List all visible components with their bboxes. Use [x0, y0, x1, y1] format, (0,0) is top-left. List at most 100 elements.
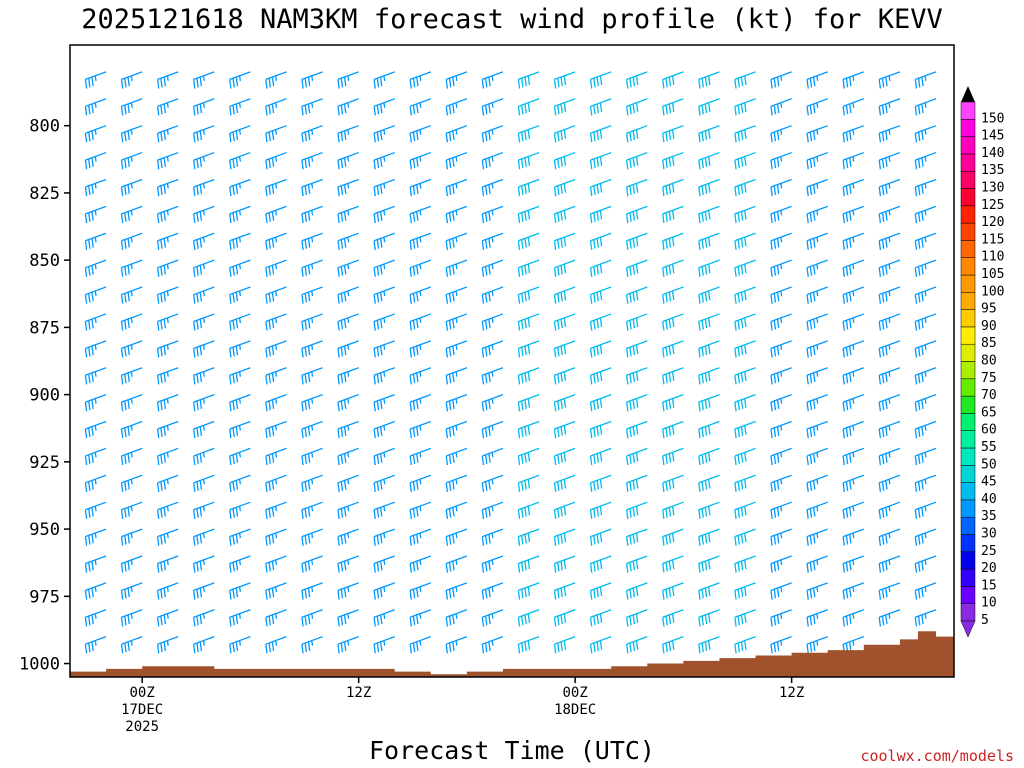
wind-barb — [842, 394, 865, 412]
wind-barb — [770, 205, 792, 224]
wind-barb — [120, 313, 143, 331]
wind-barb — [409, 636, 432, 654]
wind-barb — [662, 151, 684, 170]
colorbar-label: 40 — [981, 492, 997, 507]
wind-barb — [481, 340, 504, 358]
plot-background — [70, 45, 954, 677]
wind-barb — [842, 125, 865, 143]
wind-barb — [409, 98, 432, 116]
wind-barb — [265, 205, 287, 224]
wind-barb — [337, 367, 359, 385]
wind-barb — [301, 98, 323, 116]
wind-barb — [553, 528, 576, 546]
colorbar-label: 80 — [981, 354, 997, 369]
wind-barb — [265, 232, 287, 251]
wind-barb — [120, 609, 143, 627]
wind-barb — [409, 394, 432, 412]
wind-barb — [734, 501, 756, 519]
wind-barb — [553, 420, 576, 439]
wind-barb — [120, 259, 143, 277]
wind-barb — [806, 636, 828, 654]
wind-barb — [589, 205, 612, 224]
wind-barb — [409, 609, 432, 627]
wind-barb — [914, 125, 937, 143]
wind-barb — [373, 474, 395, 493]
wind-barb — [156, 340, 179, 358]
wind-barb — [229, 98, 251, 116]
wind-barb — [337, 528, 359, 546]
wind-barb — [156, 259, 179, 277]
colorbar-swatch — [960, 361, 976, 380]
wind-barb — [373, 125, 395, 143]
wind-barb — [698, 178, 720, 197]
wind-barb — [265, 582, 287, 600]
wind-barb — [120, 528, 143, 546]
wind-barb — [914, 582, 937, 600]
wind-barb — [409, 582, 432, 600]
wind-barb — [842, 609, 865, 627]
y-tick-label: 825 — [29, 184, 60, 204]
wind-barb — [265, 636, 287, 654]
wind-barb — [589, 340, 612, 358]
wind-barb — [265, 340, 287, 358]
wind-barb — [770, 313, 792, 331]
wind-barb — [698, 474, 720, 493]
wind-barb — [84, 394, 107, 412]
colorbar-swatch — [960, 257, 976, 276]
wind-barb — [229, 340, 251, 358]
colorbar-swatch — [960, 309, 976, 328]
wind-barb — [84, 98, 107, 116]
colorbar-swatch — [960, 119, 976, 137]
wind-barb — [878, 528, 901, 546]
wind-barb — [301, 286, 323, 304]
wind-barb — [662, 232, 684, 251]
wind-barb — [409, 232, 432, 251]
colorbar-label: 50 — [981, 457, 997, 472]
colorbar-label: 120 — [981, 215, 1004, 230]
colorbar-swatch — [960, 413, 976, 431]
wind-barb — [734, 125, 756, 143]
y-tick-label: 950 — [29, 520, 60, 540]
wind-barb — [842, 71, 865, 89]
wind-barb — [842, 501, 865, 519]
wind-barb — [193, 232, 215, 251]
wind-barb — [517, 125, 540, 143]
wind-barb — [625, 474, 648, 493]
wind-barb — [698, 205, 720, 224]
wind-barb — [337, 313, 359, 331]
wind-barb — [589, 474, 612, 493]
wind-barb — [914, 178, 937, 197]
wind-barb — [698, 555, 720, 573]
wind-barb — [914, 447, 937, 466]
wind-barb — [120, 582, 143, 600]
wind-barb — [193, 555, 215, 573]
colorbar-label: 85 — [981, 336, 997, 351]
wind-barb — [265, 286, 287, 304]
x-tick-label: 12Z — [779, 685, 804, 701]
wind-barb — [914, 205, 937, 224]
wind-barb — [84, 259, 107, 277]
wind-barb — [445, 232, 468, 251]
wind-barb — [84, 582, 107, 600]
wind-barb — [445, 259, 468, 277]
wind-barb — [409, 447, 432, 466]
wind-barb — [698, 151, 720, 170]
wind-barb — [84, 71, 107, 89]
wind-barb — [517, 394, 540, 412]
wind-barb — [806, 286, 828, 304]
wind-barb — [625, 205, 648, 224]
wind-barb — [842, 178, 865, 197]
wind-barb — [156, 151, 179, 170]
wind-barb — [84, 178, 107, 197]
wind-barb — [265, 367, 287, 385]
wind-barb — [84, 125, 107, 143]
wind-barb — [193, 286, 215, 304]
wind-barb — [770, 259, 792, 277]
wind-barb — [84, 205, 107, 224]
wind-barb — [120, 178, 143, 197]
wind-barb — [193, 447, 215, 466]
wind-barb — [698, 259, 720, 277]
wind-barb — [193, 178, 215, 197]
wind-barb — [229, 609, 251, 627]
colorbar-label: 90 — [981, 319, 997, 334]
